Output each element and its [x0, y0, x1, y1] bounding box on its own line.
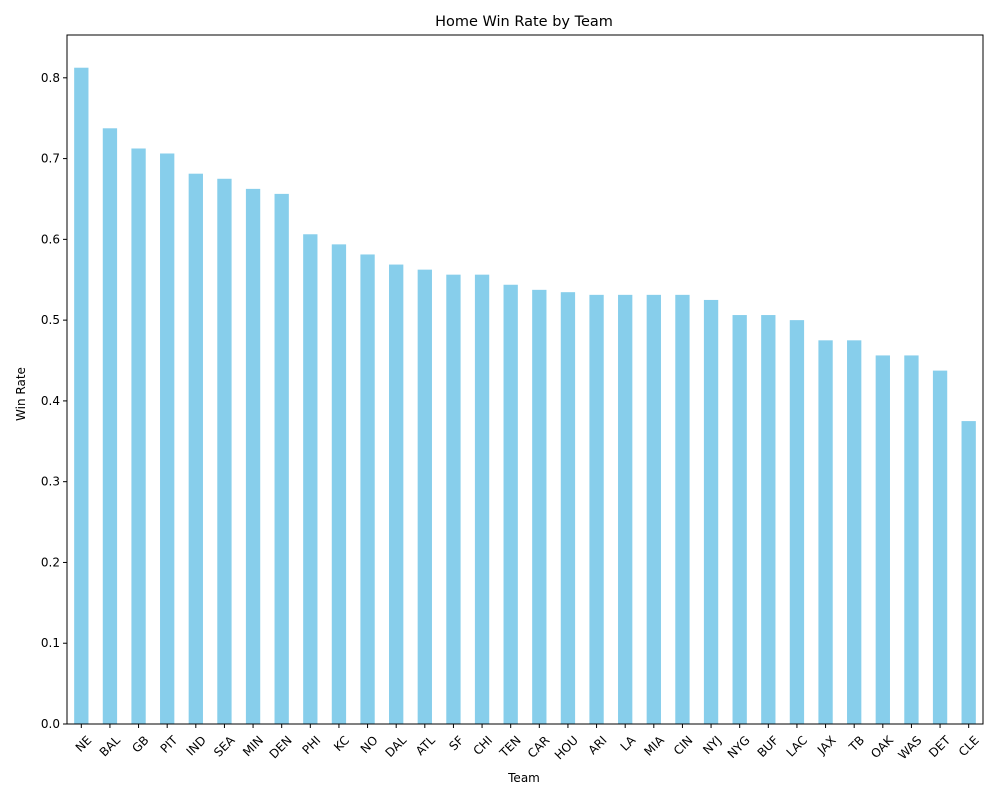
bar-min — [245, 188, 261, 725]
bar-sea — [217, 178, 232, 725]
bar-la — [618, 294, 633, 724]
bar-kc — [331, 244, 347, 724]
bar-dal — [389, 264, 404, 724]
bar-atl — [417, 269, 432, 724]
x-tick-label: TEN — [496, 733, 523, 760]
x-tick-label: BAL — [97, 733, 123, 759]
bar-hou — [560, 292, 576, 724]
y-axis: 0.0 0.1 0.2 0.3 0.4 0.5 0.6 0.7 0.8 — [41, 71, 67, 731]
y-tick-label: 0.3 — [41, 475, 60, 489]
bar-ind — [188, 173, 203, 725]
y-tick-label: 0.0 — [41, 717, 60, 731]
x-tick-label: DEN — [267, 733, 295, 761]
x-tick-label: DET — [926, 733, 953, 760]
x-tick-label: SEA — [211, 733, 238, 760]
bars-group — [74, 67, 976, 725]
x-tick-label: IND — [184, 733, 209, 758]
bar-lac — [789, 320, 805, 724]
bar-den — [274, 193, 289, 724]
x-tick-label: LA — [618, 733, 639, 754]
x-tick-label: CLE — [956, 733, 982, 759]
x-tick-label: ATL — [413, 733, 438, 758]
x-tick-label: LAC — [784, 733, 810, 759]
bar-jax — [818, 340, 833, 724]
x-tick-label: CHI — [470, 733, 495, 758]
x-tick-label: JAX — [814, 733, 839, 758]
y-axis-label: Win Rate — [14, 367, 28, 421]
bar-sf — [446, 274, 461, 724]
x-tick-label: TB — [846, 733, 868, 755]
bar-gb — [131, 148, 146, 724]
x-tick-label: ARI — [586, 733, 610, 757]
bar-ten — [503, 284, 518, 724]
x-tick-label: NYJ — [700, 733, 724, 757]
x-tick-label: NE — [73, 733, 95, 755]
y-tick-label: 0.8 — [41, 71, 60, 85]
bar-car — [532, 289, 547, 724]
bar-cle — [961, 421, 976, 724]
bar-ne — [74, 67, 89, 724]
bar-oak — [875, 355, 890, 724]
y-tick-label: 0.1 — [41, 636, 60, 650]
x-tick-label: MIA — [641, 733, 667, 759]
bar-phi — [303, 234, 318, 725]
bar-mia — [646, 294, 661, 724]
bar-pit — [160, 153, 175, 725]
bar-buf — [761, 315, 776, 724]
bar-tb — [847, 340, 862, 724]
x-tick-label: KC — [331, 733, 352, 754]
x-tick-label: MIN — [240, 733, 266, 759]
bar-ari — [589, 294, 604, 724]
bar-chi — [474, 274, 490, 724]
x-tick-label: PHI — [299, 733, 323, 757]
x-tick-label: NO — [358, 733, 381, 756]
y-tick-label: 0.6 — [41, 232, 60, 246]
x-tick-label: NYG — [725, 733, 753, 761]
bar-bal — [102, 128, 118, 724]
bar-was — [904, 355, 919, 724]
x-tick-label: WAS — [895, 733, 924, 762]
bar-no — [360, 254, 375, 724]
y-tick-label: 0.4 — [41, 394, 60, 408]
x-tick-label: SF — [446, 733, 466, 753]
x-axis: NE BAL GB PIT IND SEA MIN DEN PHI KC NO DAL ATL SF CHI… — [73, 724, 982, 762]
x-tick-label: CAR — [525, 733, 553, 761]
x-tick-label: GB — [129, 733, 151, 755]
bar-det — [932, 370, 948, 724]
x-tick-label: DAL — [382, 733, 409, 760]
x-tick-label: CIN — [671, 733, 696, 758]
bar-cin — [675, 294, 690, 724]
x-axis-label: Team — [507, 771, 540, 785]
chart-title: Home Win Rate by Team — [435, 14, 613, 30]
y-tick-label: 0.2 — [41, 555, 60, 569]
x-tick-label: BUF — [755, 733, 782, 760]
bar-nyj — [703, 299, 719, 724]
y-tick-label: 0.7 — [41, 152, 60, 166]
y-tick-label: 0.5 — [41, 313, 60, 327]
x-tick-label: PIT — [158, 733, 181, 756]
bar-nyg — [732, 315, 747, 724]
x-tick-label: OAK — [868, 732, 897, 761]
plot-frame — [66, 34, 984, 725]
x-tick-label: HOU — [552, 733, 581, 762]
